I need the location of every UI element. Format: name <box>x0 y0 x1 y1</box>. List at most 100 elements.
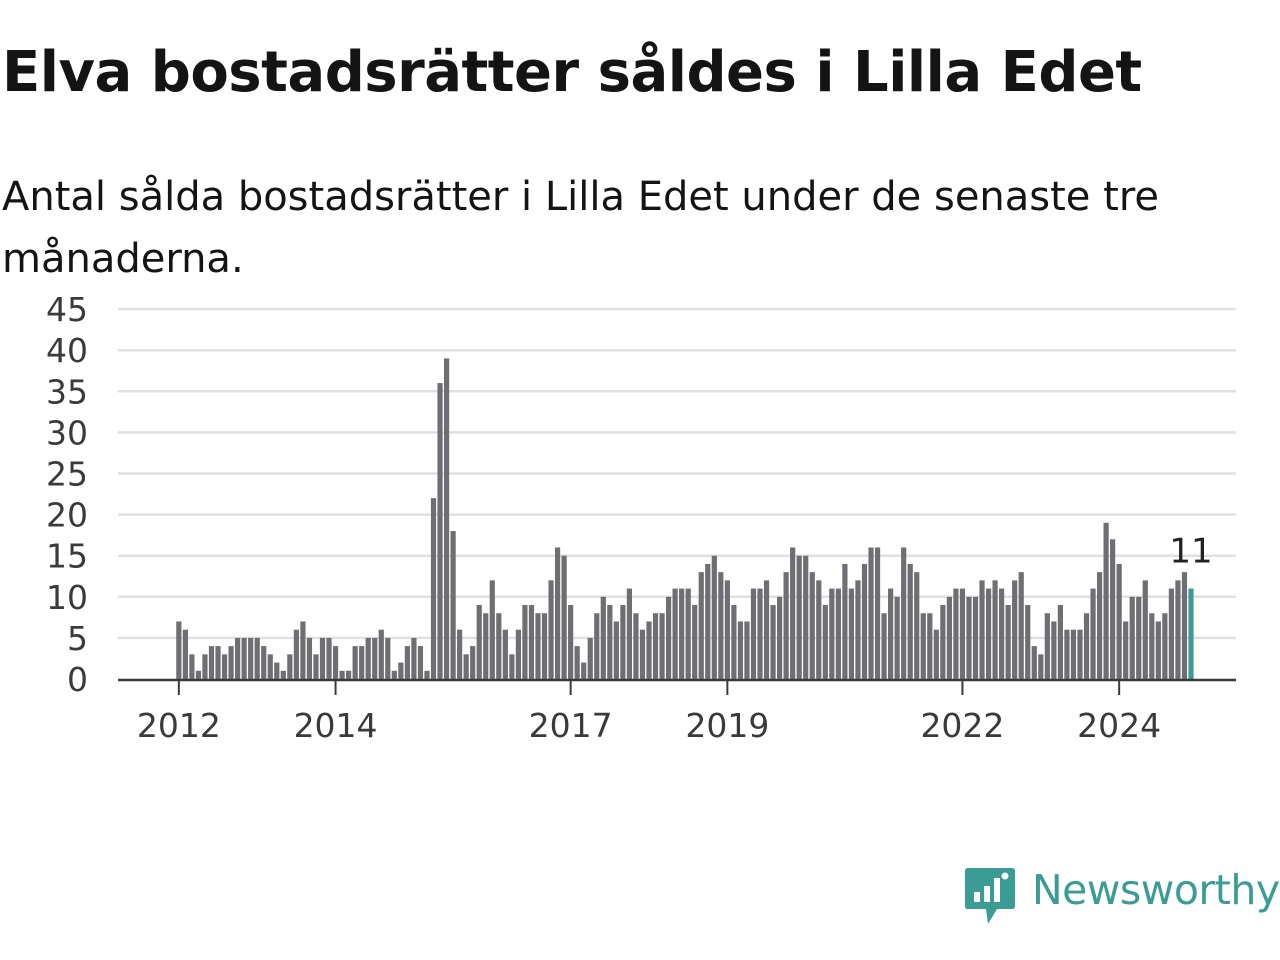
bar <box>306 637 313 679</box>
bar <box>692 605 698 679</box>
bar <box>933 629 939 679</box>
bar <box>587 637 593 679</box>
bar <box>992 580 998 679</box>
bar <box>391 670 397 679</box>
bar <box>522 605 528 679</box>
bars <box>176 358 1194 679</box>
bar <box>770 605 776 679</box>
bar <box>581 662 587 679</box>
annotations: 11 <box>1169 532 1212 572</box>
bar <box>1070 629 1077 679</box>
bar <box>914 572 920 679</box>
bar <box>679 588 685 679</box>
bar <box>620 605 626 679</box>
bar <box>476 605 482 679</box>
x-tick-label: 2022 <box>920 706 1004 745</box>
bar <box>1110 539 1116 679</box>
bar <box>685 588 691 679</box>
bar <box>417 646 424 679</box>
bar <box>737 621 744 679</box>
x-tick-label: 2012 <box>137 706 221 745</box>
bar <box>920 613 926 679</box>
bar <box>705 563 711 679</box>
bar <box>613 621 619 679</box>
bar <box>574 646 580 679</box>
bar <box>443 358 450 679</box>
bar <box>332 646 339 679</box>
bar <box>535 613 541 679</box>
bar <box>796 555 802 679</box>
bar <box>496 613 502 679</box>
bar <box>215 646 221 679</box>
bar <box>208 646 215 679</box>
bar <box>946 596 952 679</box>
bar <box>502 629 508 679</box>
grid-lines <box>118 307 1236 640</box>
bar <box>489 580 495 679</box>
bar <box>1064 629 1070 679</box>
bar <box>607 605 613 679</box>
bar <box>554 547 561 679</box>
bar <box>385 637 391 679</box>
bar <box>1018 572 1024 679</box>
bar <box>881 613 887 679</box>
bar <box>1162 613 1168 679</box>
bar <box>868 547 874 679</box>
bar <box>1129 596 1135 679</box>
bar <box>829 588 835 679</box>
x-tick-label: 2014 <box>294 706 378 745</box>
bar <box>280 670 286 679</box>
bar <box>803 555 809 679</box>
y-tick-label: 40 <box>46 331 88 370</box>
bar <box>731 605 737 679</box>
bar <box>359 646 365 679</box>
bar <box>561 555 567 679</box>
highlight-value-label: 11 <box>1169 532 1212 572</box>
bar <box>1077 629 1083 679</box>
bar <box>509 654 515 679</box>
bar <box>646 621 652 679</box>
bar <box>822 605 828 679</box>
bar <box>326 637 332 679</box>
y-tick-label: 0 <box>67 660 88 699</box>
bar <box>672 588 678 679</box>
bar <box>548 580 554 679</box>
bar <box>848 588 855 679</box>
x-tick-label: 2024 <box>1077 706 1161 745</box>
bar <box>718 572 724 679</box>
bar <box>254 637 260 679</box>
bar <box>816 580 822 679</box>
bar <box>1136 596 1142 679</box>
bar <box>1057 605 1063 679</box>
bar <box>777 596 783 679</box>
bar <box>744 621 750 679</box>
bar <box>711 555 717 679</box>
bar <box>1175 580 1181 679</box>
x-axis: 2012 2014 2017 2019 2022 2024 <box>118 678 1236 745</box>
bar <box>287 654 293 679</box>
bar <box>346 670 352 679</box>
bar <box>999 588 1005 679</box>
bar <box>927 613 933 679</box>
bar <box>861 563 868 679</box>
bar <box>313 654 319 679</box>
bar <box>698 572 704 679</box>
bar <box>665 596 672 679</box>
bar <box>261 646 267 679</box>
bar <box>189 654 195 679</box>
bar <box>541 613 548 679</box>
y-tick-label: 15 <box>46 537 88 576</box>
bar <box>1168 588 1174 679</box>
bar <box>1012 580 1018 679</box>
bar <box>248 637 254 679</box>
bar <box>959 588 966 679</box>
bar <box>1116 563 1122 679</box>
bar <box>1038 654 1044 679</box>
y-tick-label: 35 <box>46 372 88 411</box>
highlight-bar <box>1188 588 1194 679</box>
bar <box>972 596 979 679</box>
bar <box>626 588 633 679</box>
brand-name: Newsworthy <box>1032 866 1280 914</box>
bar <box>528 605 535 679</box>
